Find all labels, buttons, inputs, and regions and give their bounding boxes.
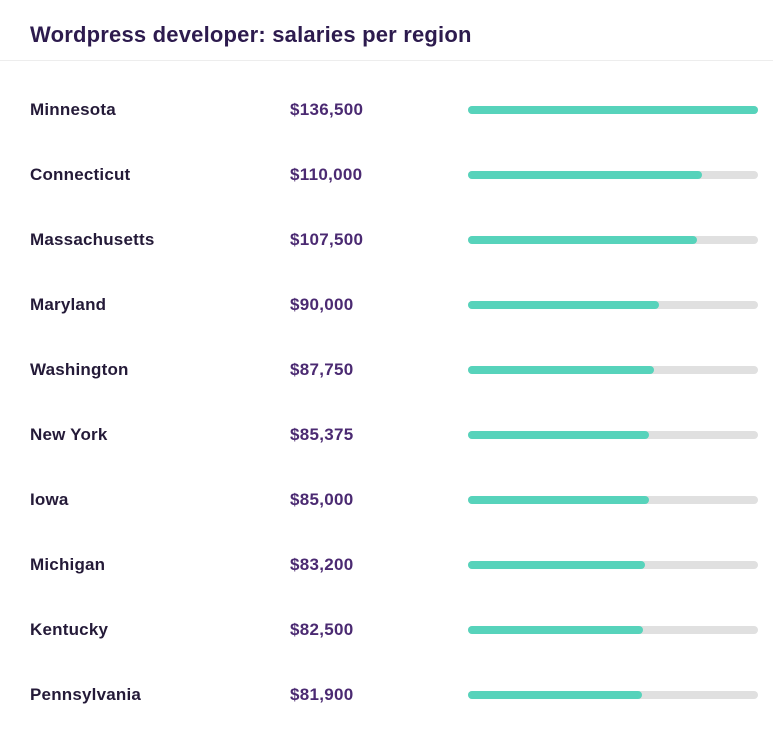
bar-track [468,170,758,179]
bar-fill [468,105,758,114]
bar-track [468,300,758,309]
bar-fill [468,430,650,439]
bar-fill [468,625,644,634]
salary-value: $90,000 [290,294,354,314]
salary-rows-list: Minnesota $136,500 Connecticut $110,000 … [0,61,773,727]
bar-track [468,235,758,244]
salary-row: Massachusetts $107,500 [0,207,773,272]
state-label: New York [30,424,108,444]
state-label: Maryland [30,294,107,314]
salary-value: $136,500 [290,99,364,119]
salary-value: $87,750 [290,359,354,379]
salary-value: $85,375 [290,424,354,444]
bar-fill [468,495,649,504]
bar-track [468,560,758,569]
salary-row: Kentucky $82,500 [0,597,773,662]
bar-track [468,690,758,699]
salary-row: Connecticut $110,000 [0,142,773,207]
bar-track [468,625,758,634]
state-label: Pennsylvania [30,684,142,704]
chart-title: Wordpress developer: salaries per region [30,22,472,47]
salary-value: $81,900 [290,684,354,704]
salary-value: $110,000 [290,164,363,184]
salary-row: Iowa $85,000 [0,467,773,532]
salary-value: $82,500 [290,619,354,639]
chart-header: Wordpress developer: salaries per region [0,0,773,61]
state-label: Iowa [30,489,69,509]
state-label: Connecticut [30,164,131,184]
state-label: Massachusetts [30,229,155,249]
state-label: Washington [30,359,129,379]
salary-value: $85,000 [290,489,354,509]
salary-value: $83,200 [290,554,354,574]
salary-row: Maryland $90,000 [0,272,773,337]
salary-row: Washington $87,750 [0,337,773,402]
state-label: Michigan [30,554,106,574]
bar-track [468,365,758,374]
bar-fill [468,560,645,569]
bar-fill [468,365,655,374]
salary-row: Michigan $83,200 [0,532,773,597]
bar-track [468,495,758,504]
bar-fill [468,690,642,699]
state-label: Minnesota [30,99,116,119]
bar-fill [468,170,702,179]
salary-value: $107,500 [290,229,364,249]
bar-fill [468,300,660,309]
state-label: Kentucky [30,619,109,639]
bar-fill [468,235,697,244]
bar-track [468,430,758,439]
salary-row: New York $85,375 [0,402,773,467]
bar-track [468,105,758,114]
salary-row: Minnesota $136,500 [0,77,773,142]
salary-row: Pennsylvania $81,900 [0,662,773,727]
